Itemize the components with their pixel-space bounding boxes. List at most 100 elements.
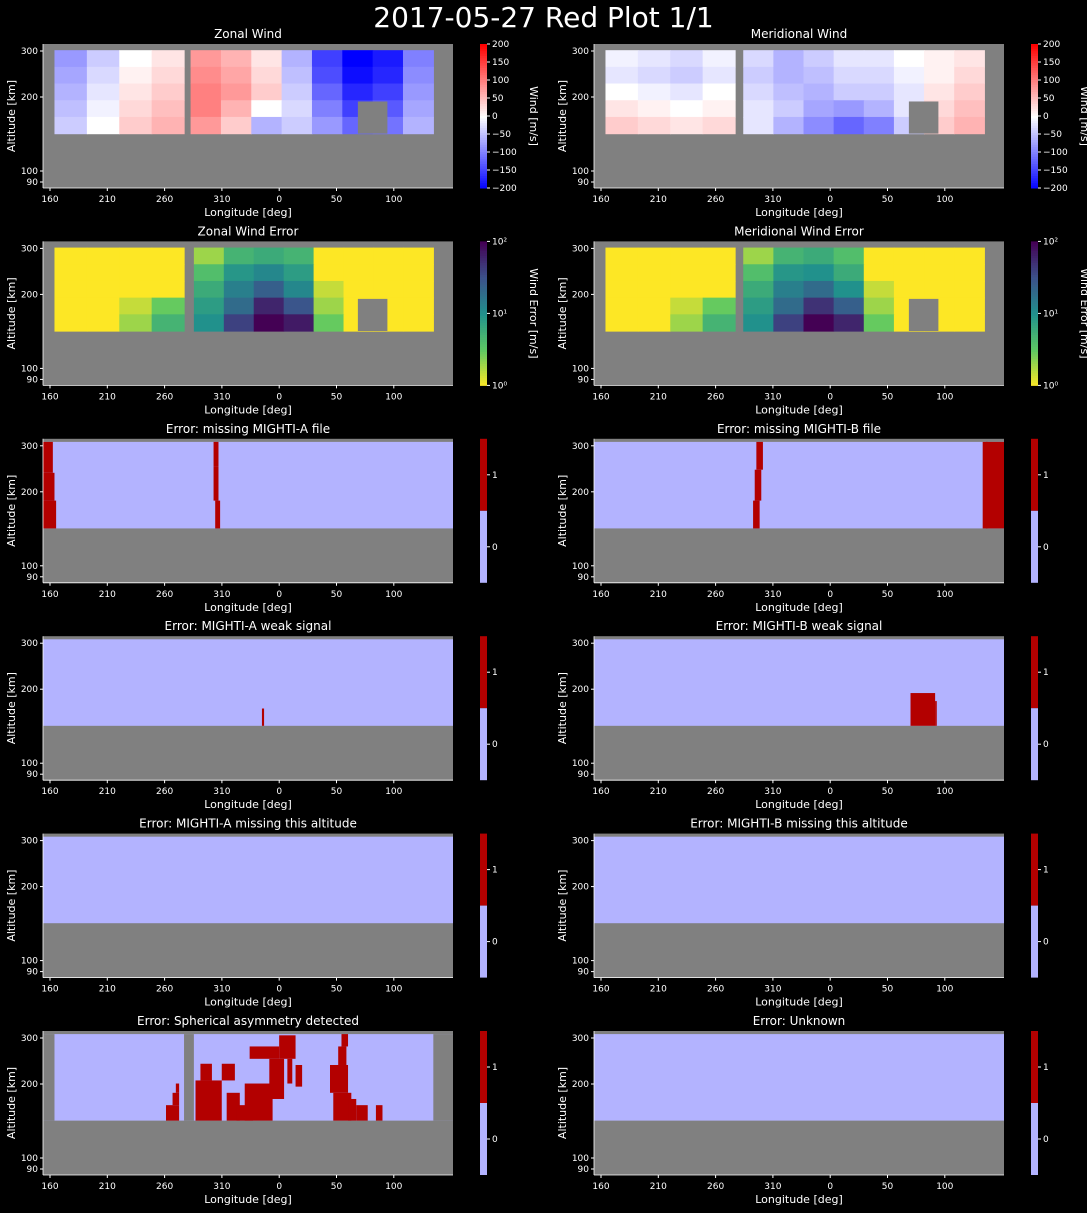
y-tick-label: 90 (27, 1165, 39, 1175)
heatmap-cell (223, 280, 255, 299)
colorbar-segment (1031, 272, 1038, 276)
heatmap-cell (342, 83, 374, 101)
colorbar-segment (1031, 248, 1038, 252)
chart-panel-11: Error: Spherical asymmetry detected 160 21… (5, 1014, 498, 1206)
colorbar-tick-label: 0 (1043, 1135, 1049, 1145)
flag-on-region (338, 1046, 347, 1065)
colorbar-segment (1031, 349, 1038, 353)
x-axis-label: Longitude [deg] (755, 206, 843, 219)
x-tick-label: 260 (156, 195, 173, 205)
colorbar-segment (1031, 251, 1038, 254)
colorbar-segment (1031, 87, 1038, 91)
y-axis-label: Altitude [km] (556, 1067, 569, 1139)
y-tick-label: 100 (21, 759, 38, 769)
colorbar-segment (1031, 135, 1038, 139)
y-axis-label: Altitude [km] (556, 277, 569, 349)
x-tick-label: 160 (592, 195, 609, 205)
flag-off-region (594, 441, 1004, 529)
colorbar-segment (480, 510, 487, 583)
colorbar-segment (1031, 173, 1038, 177)
y-tick-label: 90 (27, 573, 39, 583)
colorbar-segment (480, 96, 487, 100)
heatmap-cell (773, 247, 805, 265)
colorbar-tick-label: 50 (1043, 94, 1055, 104)
colorbar-segment (1031, 368, 1038, 372)
heatmap-cell (893, 66, 925, 85)
y-tick-label: 200 (21, 290, 38, 300)
x-tick-label: 310 (213, 1182, 230, 1192)
colorbar-segment (1031, 279, 1038, 283)
colorbar-segment (1031, 255, 1038, 259)
y-tick-label: 300 (572, 1034, 589, 1044)
colorbar-segment (480, 315, 487, 319)
x-tick-label: 310 (764, 195, 781, 205)
y-tick-label: 100 (572, 364, 589, 374)
colorbar-segment (480, 113, 487, 117)
heatmap-cell (54, 100, 88, 118)
colorbar-tick-label: 10² (492, 237, 507, 247)
heatmap-cell (342, 50, 374, 68)
heatmap-cell (251, 66, 283, 85)
flag-on-region (341, 1034, 349, 1047)
heatmap-cell (637, 247, 671, 265)
x-tick-label: 310 (764, 1182, 781, 1192)
x-tick-label: 100 (936, 1182, 953, 1192)
y-tick-label: 200 (572, 290, 589, 300)
heatmap-cell (372, 83, 404, 101)
x-tick-label: 310 (764, 392, 781, 402)
heatmap-cell (281, 116, 313, 135)
heatmap-cell (863, 314, 895, 332)
heatmap-cell (223, 314, 255, 332)
flag-on-region (756, 441, 763, 470)
heatmap-cell (773, 116, 805, 135)
colorbar-segment (480, 373, 487, 377)
colorbar-segment (1031, 166, 1038, 170)
heatmap-cell (803, 66, 835, 85)
heatmap-cell (313, 314, 345, 332)
nodata-gap (908, 298, 939, 332)
colorbar-segment (480, 363, 487, 367)
heatmap-cell (637, 116, 671, 135)
colorbar-segment (480, 168, 487, 172)
x-tick-label: 310 (213, 787, 230, 797)
colorbar-segment (480, 284, 487, 288)
y-tick-label: 300 (21, 47, 38, 57)
colorbar-segment (480, 185, 487, 189)
x-tick-label: 260 (707, 1182, 724, 1192)
colorbar-segment (480, 142, 487, 146)
heatmap-cell (193, 297, 225, 315)
x-tick-label: 160 (592, 392, 609, 402)
nodata-gap (433, 1034, 453, 1121)
colorbar-segment (480, 248, 487, 252)
heatmap-cell (151, 264, 185, 282)
heatmap-cell (803, 247, 835, 265)
heatmap-cell (281, 50, 313, 68)
x-tick-label: 100 (936, 590, 953, 600)
heatmap-cell (670, 50, 704, 68)
heatmap-cell (863, 264, 895, 282)
x-tick-label: 160 (592, 985, 609, 995)
heatmap-cell (311, 116, 343, 135)
y-tick-label: 200 (572, 1080, 589, 1090)
flag-on-region (200, 1063, 212, 1081)
flag-on-region (754, 469, 762, 501)
y-tick-label: 100 (572, 167, 589, 177)
colorbar-segment (1031, 636, 1038, 709)
x-tick-label: 160 (41, 590, 58, 600)
x-tick-label: 0 (276, 985, 282, 995)
heatmap-cell (253, 280, 285, 299)
colorbar-segment (1031, 75, 1038, 79)
colorbar-segment (480, 342, 487, 346)
heatmap-cell (151, 280, 185, 299)
x-tick-label: 160 (592, 787, 609, 797)
colorbar-segment (1031, 306, 1038, 310)
x-tick-label: 50 (882, 985, 894, 995)
y-tick-label: 200 (21, 488, 38, 498)
colorbar-segment (1031, 289, 1038, 293)
heatmap-cell (954, 116, 985, 135)
heatmap-cell (86, 83, 120, 101)
colorbar-segment (480, 44, 487, 47)
heatmap-cell (283, 247, 315, 265)
colorbar-segment (480, 299, 487, 302)
heatmap-cell (281, 83, 313, 101)
